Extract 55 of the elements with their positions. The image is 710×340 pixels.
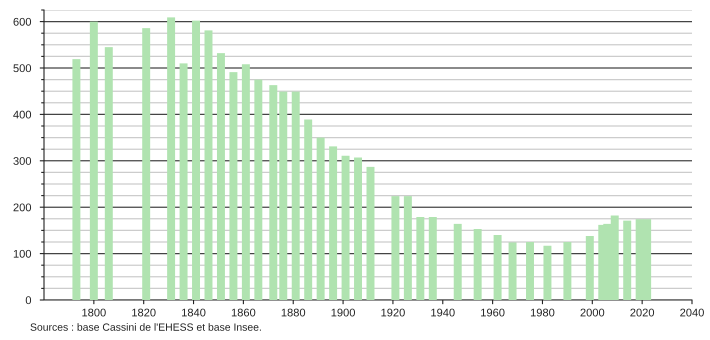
- y-tick-label: 100: [14, 250, 32, 258]
- x-tick-label: 1940: [431, 308, 455, 316]
- x-tick-label: 1820: [132, 308, 156, 316]
- bar: [180, 63, 188, 300]
- bar: [269, 85, 278, 300]
- bar: [279, 92, 288, 300]
- bar: [342, 156, 350, 300]
- bar: [242, 64, 250, 300]
- bar: [416, 216, 424, 300]
- y-tick-label: 0: [26, 296, 32, 304]
- bar: [216, 53, 225, 300]
- bar: [404, 196, 412, 300]
- bar: [563, 242, 572, 300]
- bar: [623, 220, 632, 300]
- bar: [316, 138, 325, 300]
- x-tick-label: 1880: [282, 308, 306, 316]
- bar: [508, 242, 517, 300]
- bar: [586, 236, 594, 300]
- x-tick-label: 2040: [680, 308, 704, 316]
- y-tick-label: 500: [13, 64, 32, 72]
- bar: [304, 120, 312, 300]
- bar: [167, 17, 176, 300]
- bar: [104, 47, 113, 300]
- bar: [494, 235, 502, 300]
- source-note: Sources : base Cassini de l'EHESS et base Insee.: [30, 323, 261, 331]
- bar: [292, 92, 300, 300]
- bar: [204, 30, 212, 300]
- y-tick-label: 200: [14, 203, 32, 212]
- bar: [391, 196, 400, 300]
- bar: [366, 166, 374, 300]
- y-tick-label: 300: [13, 157, 32, 165]
- bar: [72, 59, 80, 300]
- x-tick-label: 1860: [232, 308, 256, 316]
- x-tick-label: 1800: [82, 308, 106, 316]
- bar: [354, 158, 362, 300]
- bar: [229, 72, 238, 300]
- y-tick-label: 400: [13, 110, 32, 119]
- x-tick-label: 2000: [580, 308, 604, 316]
- bar: [526, 242, 534, 300]
- bar: [428, 216, 437, 300]
- bar: [474, 229, 482, 300]
- bar: [90, 22, 98, 300]
- x-tick-label: 2020: [630, 308, 654, 316]
- bar: [329, 146, 338, 300]
- x-tick-label: 1840: [182, 308, 206, 316]
- bar: [454, 224, 462, 300]
- x-tick-label: 1980: [530, 308, 554, 316]
- bar: [543, 246, 552, 300]
- x-tick-label: 1960: [481, 308, 505, 316]
- bar: [142, 28, 150, 300]
- x-tick-label: 1920: [381, 308, 405, 316]
- bar: [254, 80, 262, 300]
- bar: [192, 20, 200, 300]
- y-tick-label: 600: [14, 18, 32, 26]
- x-tick-label: 1900: [332, 308, 355, 316]
